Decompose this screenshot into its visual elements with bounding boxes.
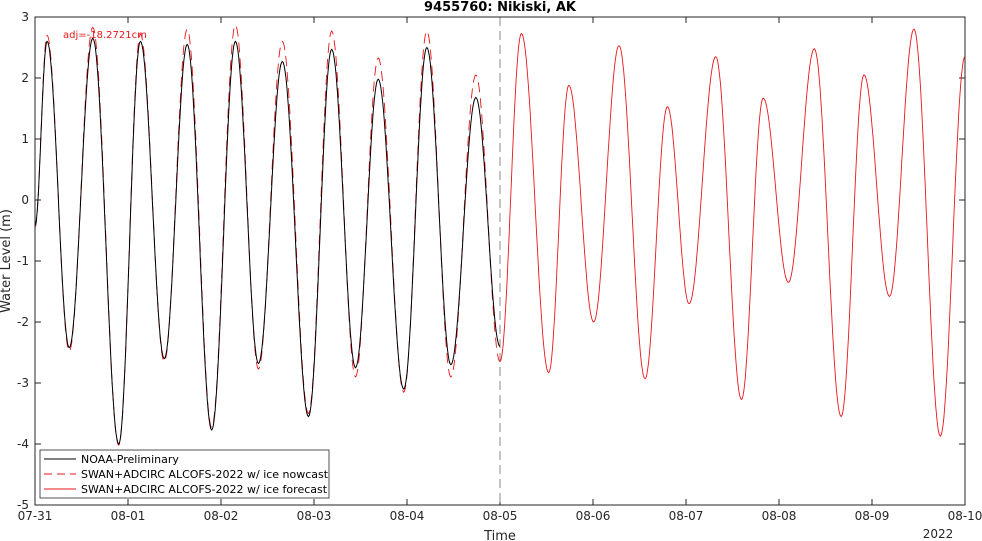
y-tick-label: 0 — [21, 193, 29, 207]
y-tick-label: -3 — [17, 376, 29, 390]
x-tick-label: 08-08 — [762, 509, 797, 523]
axes-frame — [34, 16, 966, 506]
chart-title: 9455760: Nikiski, AK — [424, 0, 577, 15]
x-tick-label: 08-01 — [111, 509, 146, 523]
legend-label-nowcast: SWAN+ADCIRC ALCOFS-2022 w/ ice nowcast — [81, 468, 329, 481]
x-tick-label: 07-31 — [18, 509, 53, 523]
x-axis-ticks: 07-31 08-01 08-02 08-03 08-04 08-05 08-06 08-07… — [18, 17, 982, 523]
x-tick-label: 08-10 — [948, 509, 982, 523]
x-tick-label: 08-09 — [855, 509, 890, 523]
y-tick-label: 2 — [21, 71, 29, 85]
y-tick-label: -4 — [17, 437, 29, 451]
x-axis-year-label: 2022 — [923, 527, 954, 541]
legend: NOAA-Preliminary SWAN+ADCIRC ALCOFS-2022… — [39, 449, 330, 499]
series-line-forecast — [499, 28, 966, 437]
y-tick-label: 3 — [21, 10, 29, 24]
x-tick-label: 08-05 — [483, 509, 518, 523]
x-tick-label: 08-02 — [204, 509, 239, 523]
series-layer — [34, 24, 966, 447]
legend-label-observed: NOAA-Preliminary — [81, 453, 179, 466]
y-axis-label: Water Level (m) — [0, 209, 14, 313]
x-tick-label: 08-06 — [576, 509, 611, 523]
x-axis-label: Time — [483, 529, 516, 541]
adjustment-annotation: adj=-18.2721cm — [63, 30, 147, 41]
y-tick-label: -2 — [17, 315, 29, 329]
y-tick-label: 1 — [21, 132, 29, 146]
y-tick-label: -5 — [17, 498, 29, 512]
x-tick-label: 08-03 — [297, 509, 332, 523]
y-tick-label: -1 — [17, 254, 29, 268]
legend-label-forecast: SWAN+ADCIRC ALCOFS-2022 w/ ice forecast — [81, 483, 328, 496]
legend-box — [39, 449, 330, 499]
series-line-nowcast — [34, 24, 501, 447]
x-tick-label: 08-07 — [669, 509, 704, 523]
series-line-observed — [34, 37, 501, 445]
x-tick-label: 08-04 — [390, 509, 425, 523]
